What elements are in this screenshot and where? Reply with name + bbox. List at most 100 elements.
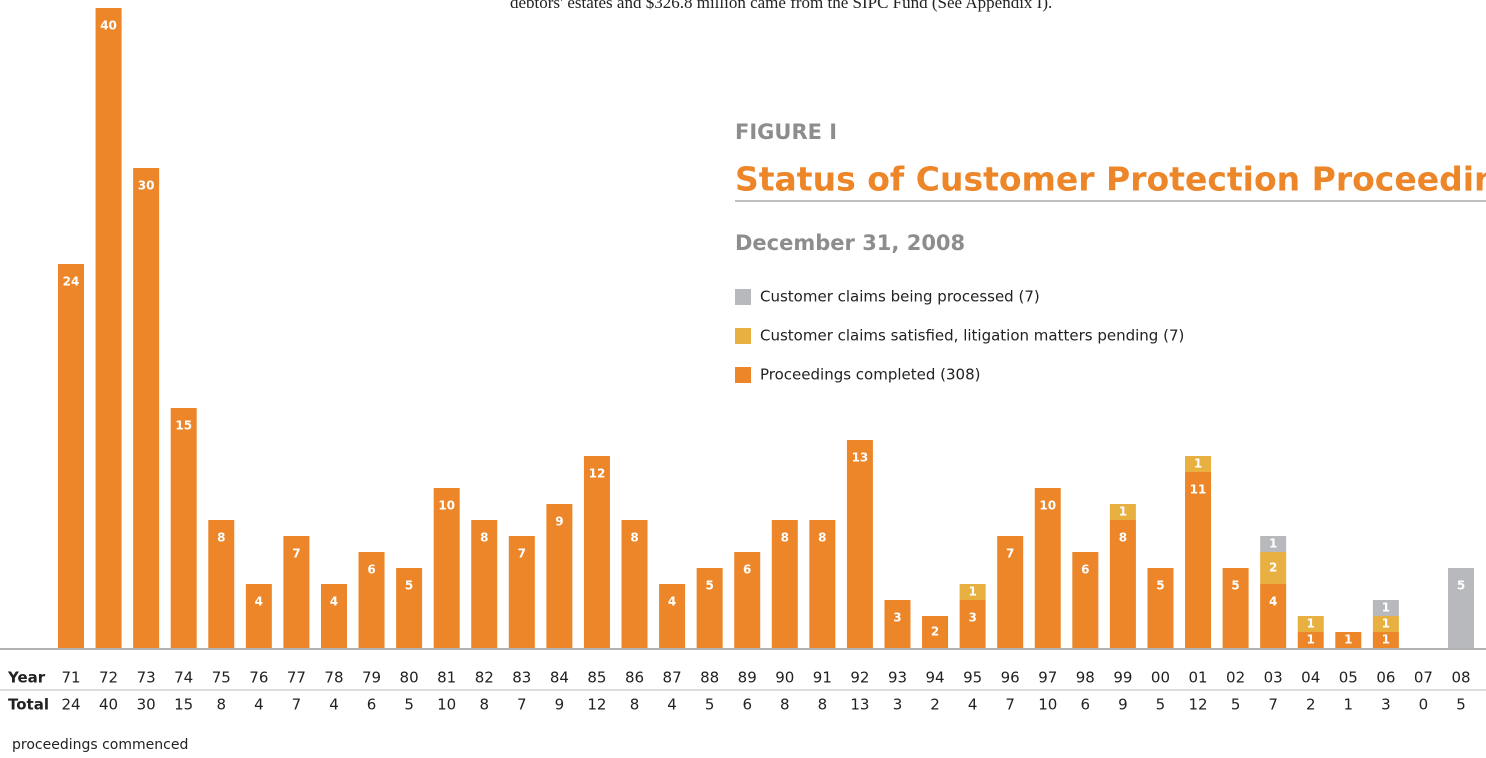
bar-label: 8 xyxy=(630,531,638,545)
bar-label: 8 xyxy=(1119,531,1127,545)
total-label: 8 xyxy=(818,696,828,714)
bar-segment xyxy=(809,520,836,648)
x-tick-label: 86 xyxy=(625,669,644,687)
x-tick-label: 98 xyxy=(1076,669,1095,687)
bar-label: 12 xyxy=(589,467,606,481)
bar-label: 40 xyxy=(100,19,117,33)
bar-label: 30 xyxy=(138,179,155,193)
total-label: 6 xyxy=(742,696,752,714)
bar-label: 1 xyxy=(1269,537,1277,551)
total-label: 2 xyxy=(1306,696,1316,714)
total-label: 3 xyxy=(893,696,903,714)
total-label: 0 xyxy=(1419,696,1429,714)
bar-label: 1 xyxy=(1344,633,1352,647)
bar-label: 8 xyxy=(818,531,826,545)
x-tick-label: 74 xyxy=(174,669,193,687)
bar-label: 5 xyxy=(705,579,713,593)
bar-label: 7 xyxy=(518,547,526,561)
bar-segment xyxy=(959,600,986,648)
total-label: 4 xyxy=(968,696,978,714)
bar-segment xyxy=(208,520,235,648)
bar-label: 1 xyxy=(1382,617,1390,631)
x-tick-label: 08 xyxy=(1451,669,1470,687)
bar-segment xyxy=(1185,456,1212,472)
total-label: 4 xyxy=(329,696,339,714)
total-label: 7 xyxy=(1005,696,1015,714)
bar-segment xyxy=(1072,552,1099,648)
total-label: 13 xyxy=(850,696,869,714)
x-tick-label: 97 xyxy=(1038,669,1057,687)
total-label: 9 xyxy=(555,696,565,714)
x-tick-label: 89 xyxy=(738,669,757,687)
bar-segment xyxy=(659,584,686,648)
x-tick-label: 88 xyxy=(700,669,719,687)
bar-label: 4 xyxy=(1269,595,1277,609)
bar-segment xyxy=(884,600,911,648)
x-tick-label: 07 xyxy=(1414,669,1433,687)
bar-segment xyxy=(771,520,798,648)
x-tick-label: 79 xyxy=(362,669,381,687)
total-label: 5 xyxy=(1456,696,1466,714)
bar-label: 2 xyxy=(1269,561,1277,575)
figure-label: FIGURE I xyxy=(735,120,837,144)
bar-label: 1 xyxy=(1307,633,1315,647)
bar-label: 3 xyxy=(893,611,901,625)
x-tick-label: 78 xyxy=(324,669,343,687)
bar-label: 10 xyxy=(1039,499,1056,513)
bar-segment xyxy=(95,8,122,648)
bar-label: 8 xyxy=(217,531,225,545)
bar-label: 1 xyxy=(1382,601,1390,615)
total-label: 7 xyxy=(517,696,527,714)
row-label: Year xyxy=(7,669,46,687)
bar-segment xyxy=(1185,472,1212,648)
bar-segment xyxy=(1448,568,1474,648)
bar-label: 24 xyxy=(63,275,80,289)
x-tick-label: 96 xyxy=(1001,669,1020,687)
x-tick-label: 72 xyxy=(99,669,118,687)
total-label: 2 xyxy=(930,696,940,714)
bar-label: 8 xyxy=(480,531,488,545)
total-label: 5 xyxy=(404,696,414,714)
bar-segment xyxy=(283,536,310,648)
intro-text: debtors' estates and $326.8 million came… xyxy=(510,0,1052,12)
bar-segment xyxy=(170,408,197,648)
total-label: 9 xyxy=(1118,696,1128,714)
bar-label: 5 xyxy=(1231,579,1239,593)
bar-segment xyxy=(358,552,385,648)
chart-title: Status of Customer Protection Proceeding… xyxy=(735,160,1486,199)
bar-segment xyxy=(546,504,573,648)
x-tick-label: 93 xyxy=(888,669,907,687)
x-tick-label: 00 xyxy=(1151,669,1170,687)
legend-swatch xyxy=(735,289,751,305)
x-tick-label: 84 xyxy=(550,669,569,687)
bar-segment xyxy=(1260,584,1287,648)
subtitle: December 31, 2008 xyxy=(735,231,965,255)
total-label: 5 xyxy=(1156,696,1166,714)
x-tick-label: 81 xyxy=(437,669,456,687)
total-label: 24 xyxy=(61,696,80,714)
bar-segment xyxy=(1260,552,1287,584)
total-label: 6 xyxy=(367,696,377,714)
bar-segment xyxy=(433,488,460,648)
total-label: 4 xyxy=(254,696,264,714)
x-tick-label: 03 xyxy=(1264,669,1283,687)
x-tick-label: 77 xyxy=(287,669,306,687)
x-tick-label: 76 xyxy=(249,669,268,687)
x-tick-label: 04 xyxy=(1301,669,1320,687)
x-tick-label: 01 xyxy=(1188,669,1207,687)
x-tick-label: 83 xyxy=(512,669,531,687)
bar-segment xyxy=(734,552,761,648)
bar-label: 8 xyxy=(781,531,789,545)
bar-segment xyxy=(1222,568,1249,648)
bar-label: 7 xyxy=(292,547,300,561)
bar-segment xyxy=(1147,568,1174,648)
bar-segment xyxy=(396,568,423,648)
bar-segment xyxy=(696,568,723,648)
row-label: Total xyxy=(8,696,49,714)
total-label: 8 xyxy=(780,696,790,714)
x-tick-label: 91 xyxy=(813,669,832,687)
bar-segment xyxy=(1109,520,1136,648)
legend-swatch xyxy=(735,367,751,383)
bar-label: 1 xyxy=(1307,617,1315,631)
bar-segment xyxy=(471,520,498,648)
